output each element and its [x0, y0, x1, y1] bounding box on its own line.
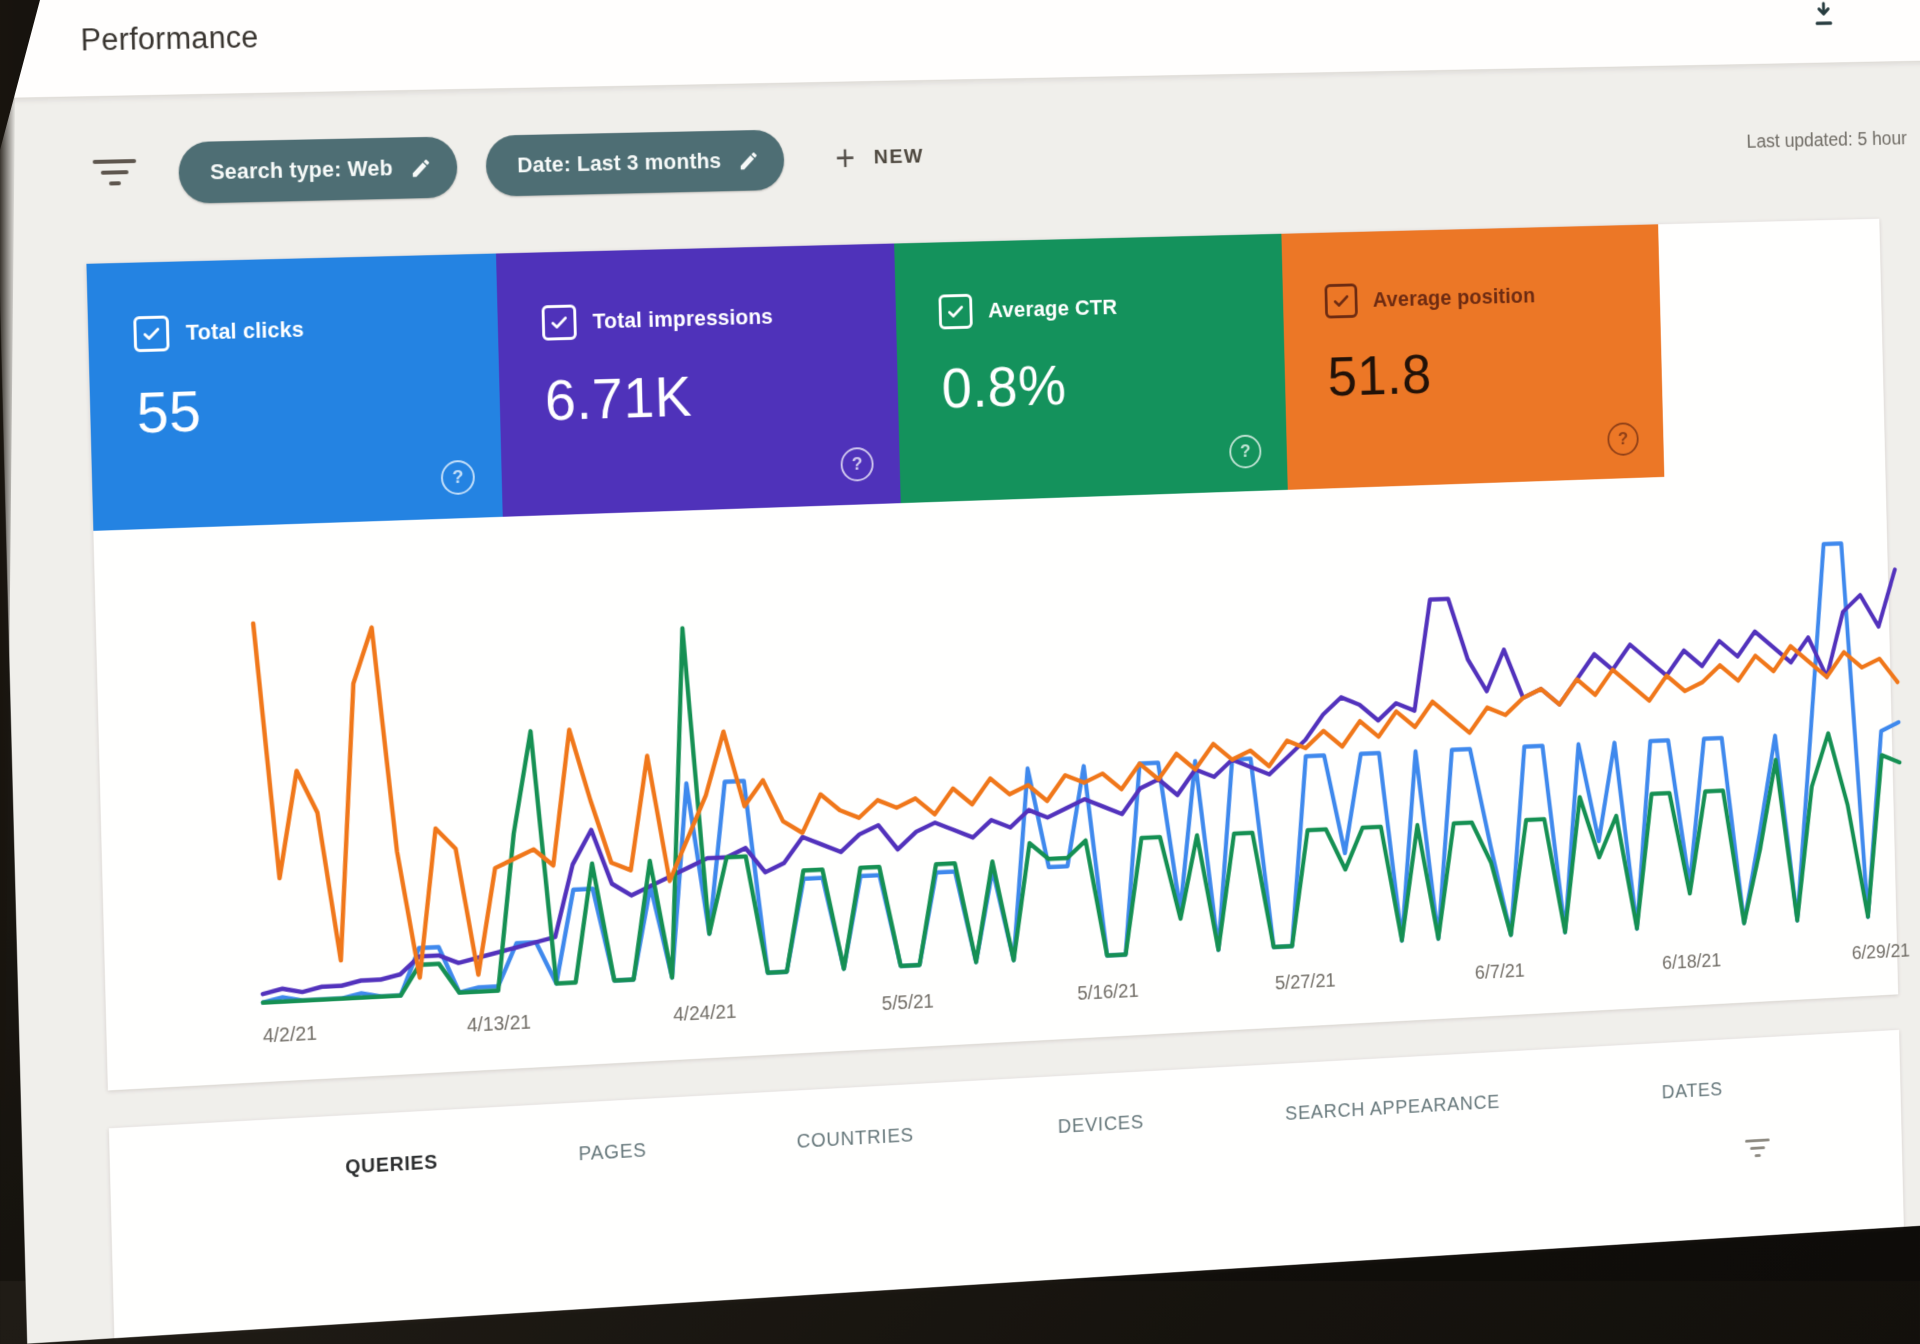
date-range-chip[interactable]: Date: Last 3 months [485, 129, 786, 197]
help-icon[interactable]: ? [840, 446, 874, 482]
metric-value: 0.8% [940, 353, 1067, 421]
help-icon[interactable]: ? [440, 459, 476, 496]
new-filter-button[interactable]: + NEW [834, 137, 925, 178]
metric-value: 51.8 [1326, 343, 1433, 409]
tab-pages[interactable]: PAGES [578, 1139, 647, 1166]
chart-canvas [251, 493, 1903, 1016]
filter-icon[interactable] [92, 157, 138, 192]
help-icon[interactable]: ? [1228, 434, 1262, 469]
checkbox-checked-icon[interactable] [541, 304, 577, 341]
download-icon [1810, 0, 1837, 32]
metric-value: 55 [135, 379, 203, 446]
performance-line-chart: 4/2/21 4/13/21 4/24/21 5/5/21 5/16/21 5/27/21… [93, 469, 1910, 1088]
tab-queries[interactable]: QUERIES [345, 1151, 439, 1179]
filter-bar: Search type: Web Date: Last 3 months + N… [91, 127, 924, 206]
metric-tile-total-impressions[interactable]: Total impressions 6.71K ? [495, 243, 901, 517]
date-range-chip-label: Date: Last 3 months [516, 148, 722, 178]
tab-countries[interactable]: COUNTRIES [796, 1124, 915, 1153]
checkbox-checked-icon[interactable] [1324, 283, 1358, 319]
x-tick-label: 6/7/21 [1474, 960, 1525, 984]
metric-label: Total impressions [592, 304, 774, 334]
metric-label: Average position [1372, 283, 1536, 312]
last-updated-text: Last updated: 5 hour [1746, 128, 1908, 153]
metric-label: Average CTR [987, 294, 1118, 323]
performance-chart-card: Total clicks 55 ? Total impressions 6.71… [86, 218, 1910, 1091]
x-tick-label: 4/13/21 [466, 1011, 532, 1037]
tab-devices[interactable]: DEVICES [1057, 1111, 1145, 1138]
x-tick-label: 5/5/21 [881, 990, 935, 1015]
page-title: Performance [80, 19, 259, 58]
metric-tile-average-position[interactable]: Average position 51.8 ? [1281, 224, 1665, 490]
x-tick-label: 6/18/21 [1661, 950, 1722, 975]
plus-icon: + [834, 137, 856, 178]
tab-dates[interactable]: DATES [1661, 1079, 1724, 1104]
dimension-tabs: QUERIES PAGES COUNTRIES DEVICES SEARCH APPEA… [109, 1030, 1904, 1338]
checkbox-checked-icon[interactable] [938, 293, 973, 330]
metric-tile-total-clicks[interactable]: Total clicks 55 ? [86, 253, 503, 531]
x-tick-label: 5/27/21 [1274, 970, 1336, 995]
x-tick-label: 4/24/21 [672, 1001, 737, 1026]
new-filter-label: NEW [873, 144, 925, 169]
metric-value: 6.71K [544, 364, 693, 433]
app-header: Performance [0, 0, 1920, 100]
help-icon[interactable]: ? [1607, 422, 1639, 457]
edit-icon [410, 156, 433, 179]
metric-tile-average-ctr[interactable]: Average CTR 0.8% ? [894, 233, 1288, 504]
table-filter-icon[interactable] [1744, 1138, 1771, 1160]
series-position [253, 562, 1903, 986]
search-type-chip[interactable]: Search type: Web [177, 136, 459, 204]
edit-icon [738, 149, 760, 172]
search-type-chip-label: Search type: Web [209, 155, 394, 185]
x-tick-label: 5/16/21 [1077, 980, 1139, 1005]
checkbox-checked-icon[interactable] [133, 315, 170, 353]
metric-label: Total clicks [185, 316, 305, 345]
download-button[interactable] [1800, 0, 1847, 41]
x-tick-label: 6/29/21 [1851, 940, 1911, 965]
x-tick-label: 4/2/21 [262, 1022, 318, 1048]
series-clicks [253, 541, 1904, 1002]
tab-search-appearance[interactable]: SEARCH APPEARANCE [1284, 1091, 1501, 1125]
dimensions-table-card: QUERIES PAGES COUNTRIES DEVICES SEARCH APPEA… [108, 1029, 1904, 1339]
